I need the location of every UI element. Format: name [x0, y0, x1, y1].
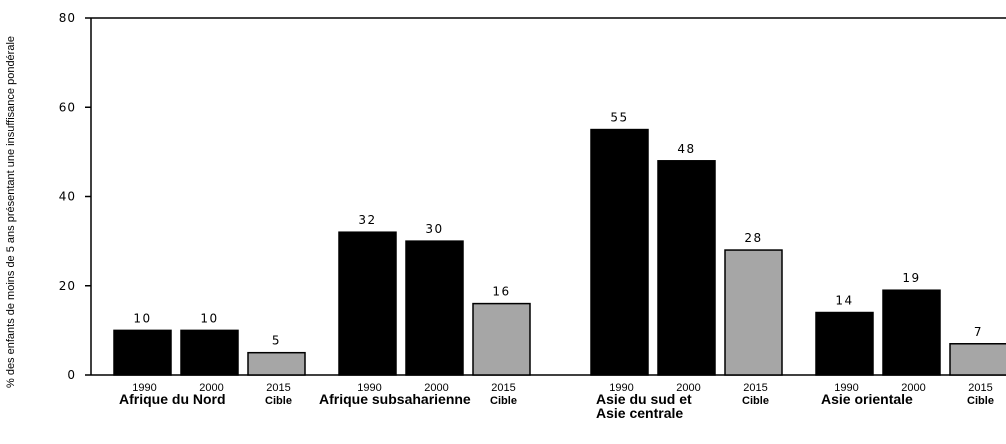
x-tick-sublabel: Cible — [967, 395, 994, 407]
y-axis-label: % des enfants de moins de 5 ans présenta… — [5, 36, 17, 388]
bar — [338, 231, 397, 376]
group-label: Asie du sud et — [596, 391, 692, 407]
x-tick-label: 1990 — [834, 382, 858, 394]
data-label: 10 — [200, 311, 218, 325]
x-tick-sublabel: Cible — [265, 395, 292, 407]
x-tick-label: 2000 — [676, 382, 700, 394]
bar — [657, 160, 716, 376]
data-label: 28 — [744, 231, 762, 245]
y-ticks: 0 20 40 60 80 — [59, 11, 91, 382]
bar — [113, 329, 172, 376]
x-tick-label: 1990 — [132, 382, 156, 394]
y-tick-label: 80 — [59, 11, 76, 25]
group-label: Afrique subsaharienne — [319, 391, 471, 407]
y-tick-label: 40 — [59, 190, 76, 204]
data-label: 16 — [492, 285, 510, 299]
bar — [815, 311, 874, 376]
x-tick-label: 2015 — [743, 382, 767, 394]
bars — [113, 128, 1006, 376]
bar — [949, 343, 1006, 376]
x-tick-label: 1990 — [609, 382, 633, 394]
bar — [724, 249, 783, 376]
data-label: 30 — [425, 222, 443, 236]
x-tick-label: 2015 — [491, 382, 515, 394]
x-tick-label: 2015 — [266, 382, 290, 394]
group-label: Afrique du Nord — [119, 391, 226, 407]
x-tick-label: 2015 — [968, 382, 992, 394]
group-labels: Afrique du Nord Afrique subsaharienne Asie… — [119, 391, 913, 421]
x-tick-sublabel: Cible — [490, 395, 517, 407]
bar — [180, 329, 239, 376]
x-tick-label: 2000 — [424, 382, 448, 394]
data-label: 7 — [974, 325, 983, 339]
x-tick-label: 2000 — [199, 382, 223, 394]
data-labels: 10 10 5 32 30 16 55 48 28 14 19 7 — [133, 111, 983, 348]
bar — [590, 128, 649, 376]
y-tick-label: 0 — [67, 368, 76, 382]
data-label: 5 — [272, 334, 281, 348]
bar — [882, 289, 941, 376]
y-tick-label: 20 — [59, 279, 76, 293]
data-label: 48 — [677, 142, 695, 156]
data-label: 55 — [610, 111, 628, 125]
bar — [247, 351, 306, 376]
data-label: 14 — [835, 294, 853, 308]
x-tick-label: 2000 — [901, 382, 925, 394]
data-label: 32 — [358, 213, 376, 227]
y-tick-label: 60 — [59, 100, 76, 114]
bar — [405, 240, 464, 376]
group-label: Asie centrale — [596, 405, 683, 421]
data-label: 19 — [902, 271, 920, 285]
x-tick-sublabel: Cible — [742, 395, 769, 407]
group-label: Asie orientale — [821, 391, 913, 407]
y-axis-label-group: % des enfants de moins de 5 ans présenta… — [5, 36, 17, 388]
data-label: 10 — [133, 311, 151, 325]
bar — [472, 302, 531, 376]
x-tick-label: 1990 — [357, 382, 381, 394]
